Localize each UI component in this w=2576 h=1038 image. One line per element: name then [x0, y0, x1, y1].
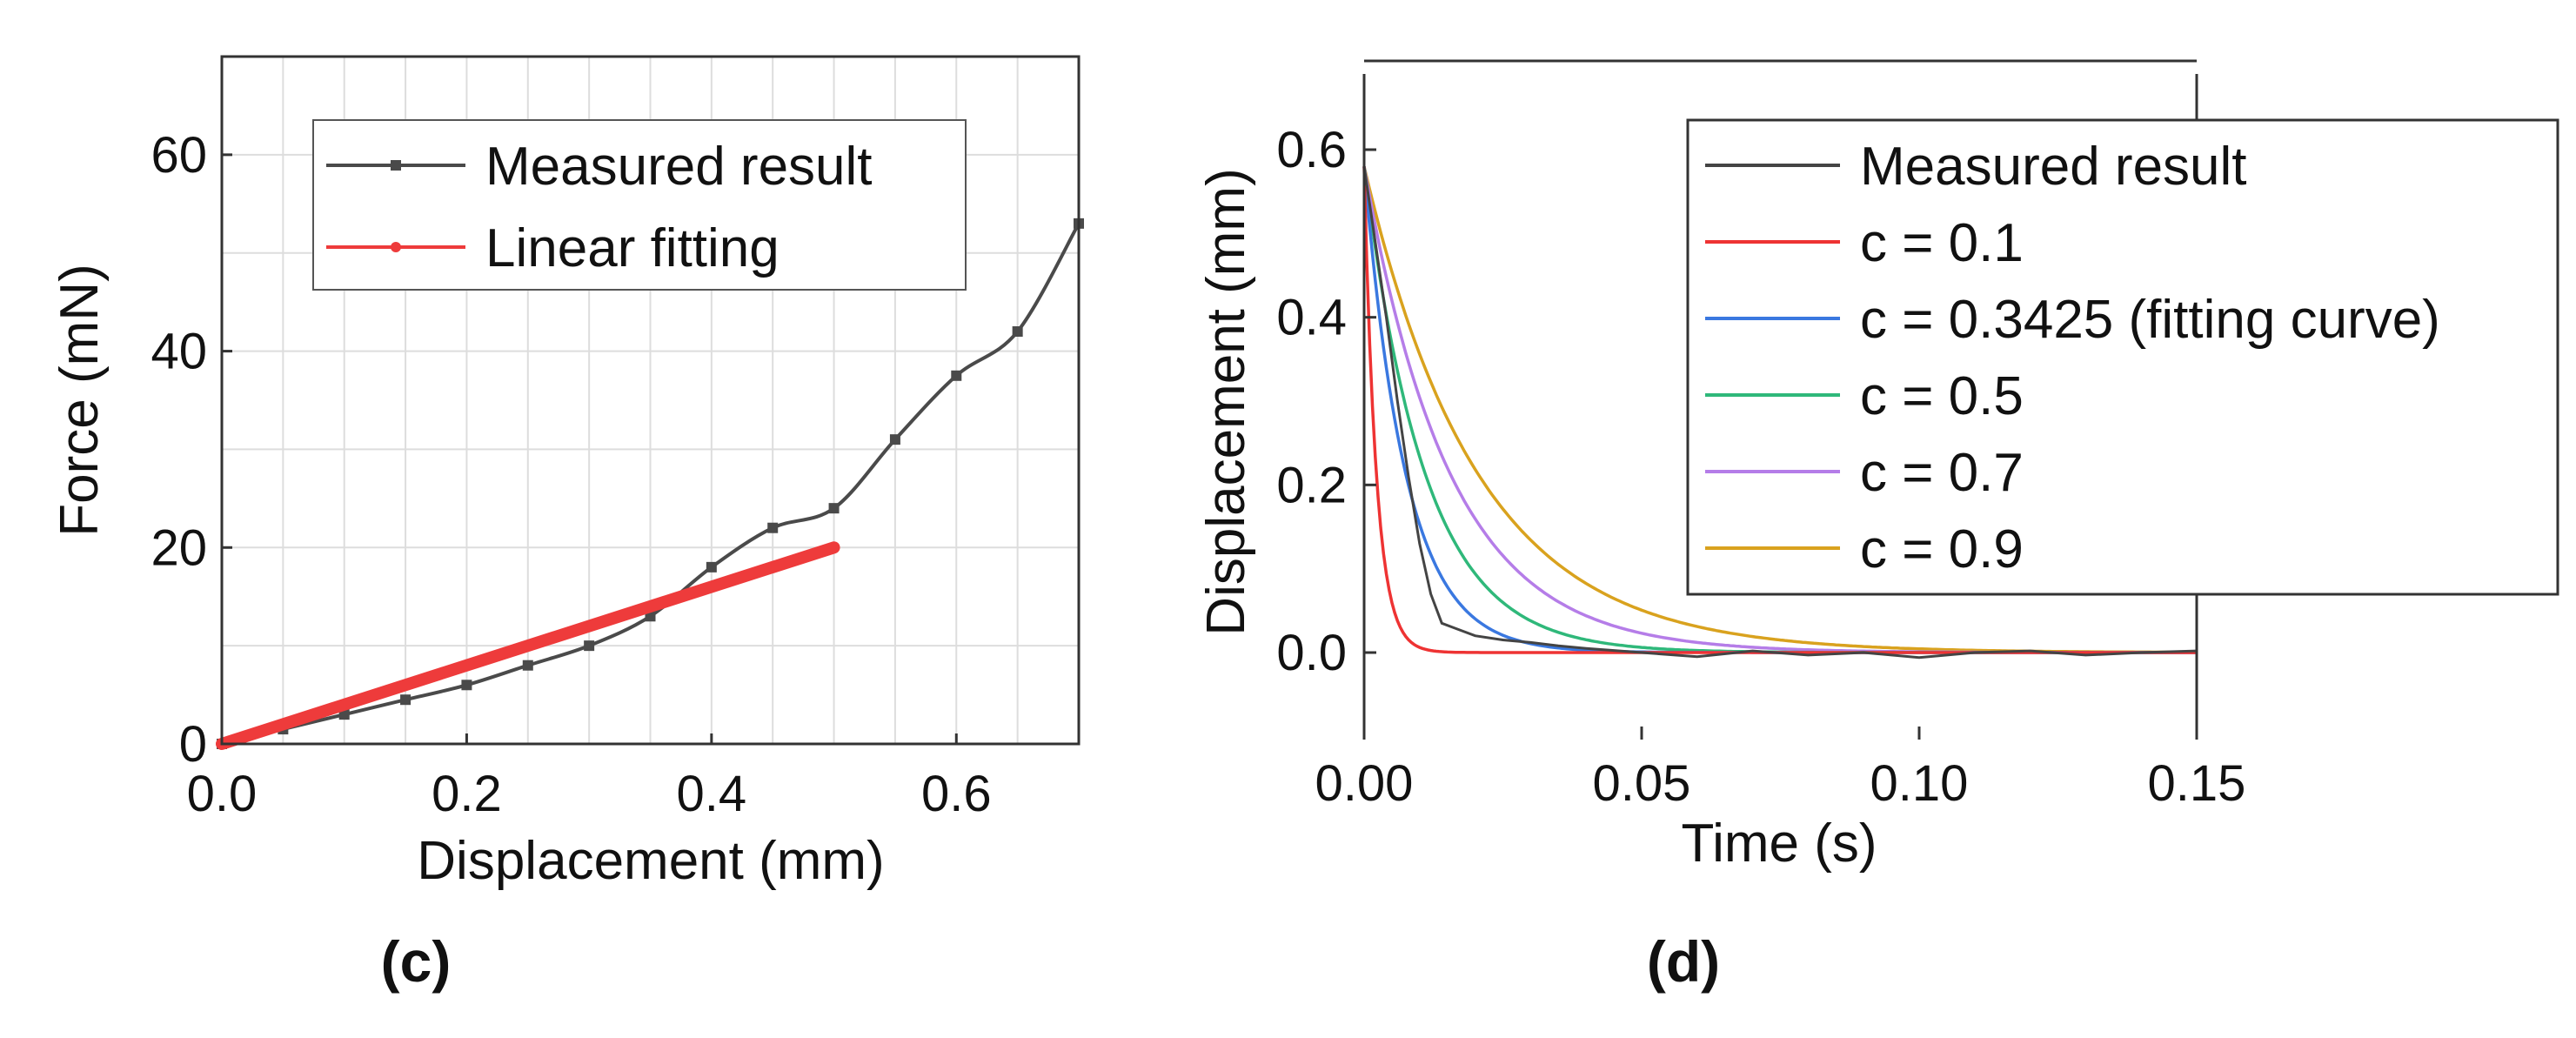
panel-label-c: (c)	[381, 929, 452, 994]
chart-d-series	[1362, 165, 2198, 660]
data-point-measured	[706, 561, 717, 573]
y-tick-label: 0	[179, 716, 207, 773]
legend-marker-measured	[391, 160, 401, 171]
legend-label: c = 0.3425 (fitting curve)	[1860, 290, 2440, 350]
legend-label-measured: Measured result	[485, 137, 873, 197]
series-linear-fit	[216, 541, 840, 750]
x-tick-label: 0.6	[921, 766, 992, 822]
data-point-measured	[461, 680, 472, 691]
legend-label: Measured result	[1860, 137, 2247, 197]
chart-panel-c: 0.0 0.2 0.4 0.6 0 20 40 60 Displacement (mm) Fo…	[50, 55, 1084, 994]
data-point-measured	[1012, 326, 1023, 337]
x-tick-label: 0.4	[677, 766, 747, 822]
x-tick-label: 0.10	[1870, 755, 1969, 812]
x-tick-label: 0.05	[1593, 755, 1691, 812]
chart-c-ticks: 0.0 0.2 0.4 0.6 0 20 40 60	[151, 127, 991, 822]
legend-label: c = 0.1	[1860, 213, 2024, 273]
y-tick-label: 60	[151, 127, 207, 184]
x-tick-label: 0.0	[187, 766, 258, 822]
data-point-measured	[584, 640, 595, 652]
chart-panel-d: 0.00 0.05 0.10 0.15 0.0 0.2 0.4 0.6 Time (s) Di…	[1196, 59, 2559, 994]
chart-c-frame	[220, 55, 1081, 746]
chart-c-xlabel: Displacement (mm)	[417, 831, 884, 891]
chart-d-ticks: 0.00 0.05 0.10 0.15 0.0 0.2 0.4 0.6	[1276, 122, 2245, 812]
data-point-measured	[400, 694, 411, 706]
data-point-measured	[951, 370, 962, 381]
y-tick-label: 0.4	[1276, 290, 1347, 346]
chart-c-ylabel: Force (mN)	[50, 264, 110, 536]
legend-label: c = 0.5	[1860, 366, 2024, 426]
data-point-measured	[767, 522, 779, 533]
data-point-measured	[889, 434, 900, 445]
panel-label-d: (d)	[1647, 929, 1720, 994]
x-tick-label: 0.15	[2148, 755, 2246, 812]
y-tick-label: 0.6	[1276, 122, 1347, 178]
chart-d-xlabel: Time (s)	[1682, 814, 1877, 874]
legend-marker-linear	[391, 242, 401, 252]
chart-c-legend: Measured result Linear fitting	[312, 119, 967, 291]
legend-label: c = 0.9	[1860, 519, 2024, 579]
chart-c-legend-box	[312, 119, 967, 291]
x-tick-label: 0.2	[432, 766, 502, 822]
chart-d-legend-box	[1686, 118, 2559, 596]
legend-label-linear: Linear fitting	[485, 218, 779, 278]
y-tick-label: 0.0	[1276, 625, 1347, 681]
series-measured-line	[1362, 166, 2198, 660]
legend-label: c = 0.7	[1860, 443, 2024, 503]
y-tick-label: 40	[151, 324, 207, 380]
chart-d-legend: Measured result c = 0.1 c = 0.3425 (fittin…	[1686, 118, 2559, 596]
chart-d-ylabel: Displacement (mm)	[1196, 168, 1256, 635]
y-tick-label: 0.2	[1276, 457, 1347, 513]
data-point-measured	[828, 503, 840, 514]
data-point-measured	[522, 660, 533, 671]
chart-c-series	[216, 218, 1084, 750]
x-tick-label: 0.00	[1315, 755, 1414, 812]
y-tick-label: 20	[151, 519, 207, 576]
